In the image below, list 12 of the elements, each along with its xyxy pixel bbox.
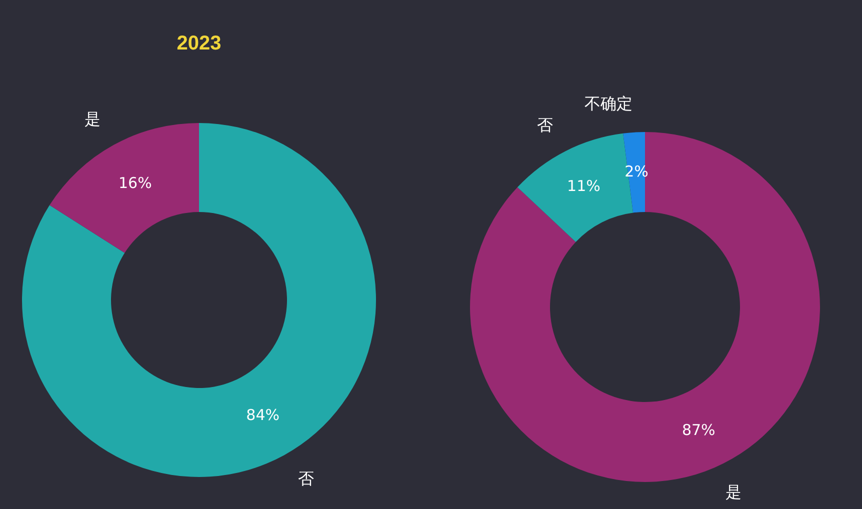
data-label: 84% bbox=[246, 406, 280, 424]
donut-slice bbox=[470, 132, 820, 482]
slice-label: 是 bbox=[84, 110, 100, 129]
data-label: 11% bbox=[567, 176, 600, 195]
chart-title: 2023 bbox=[176, 32, 222, 54]
data-label: 87% bbox=[682, 420, 716, 440]
slice-label: 否 bbox=[298, 469, 314, 488]
slice-label: 是 bbox=[726, 482, 742, 502]
data-label: 2% bbox=[624, 162, 648, 180]
data-label: 16% bbox=[118, 174, 152, 192]
slice-label: 不确定 bbox=[584, 94, 632, 113]
slice-label: 否 bbox=[536, 116, 553, 134]
